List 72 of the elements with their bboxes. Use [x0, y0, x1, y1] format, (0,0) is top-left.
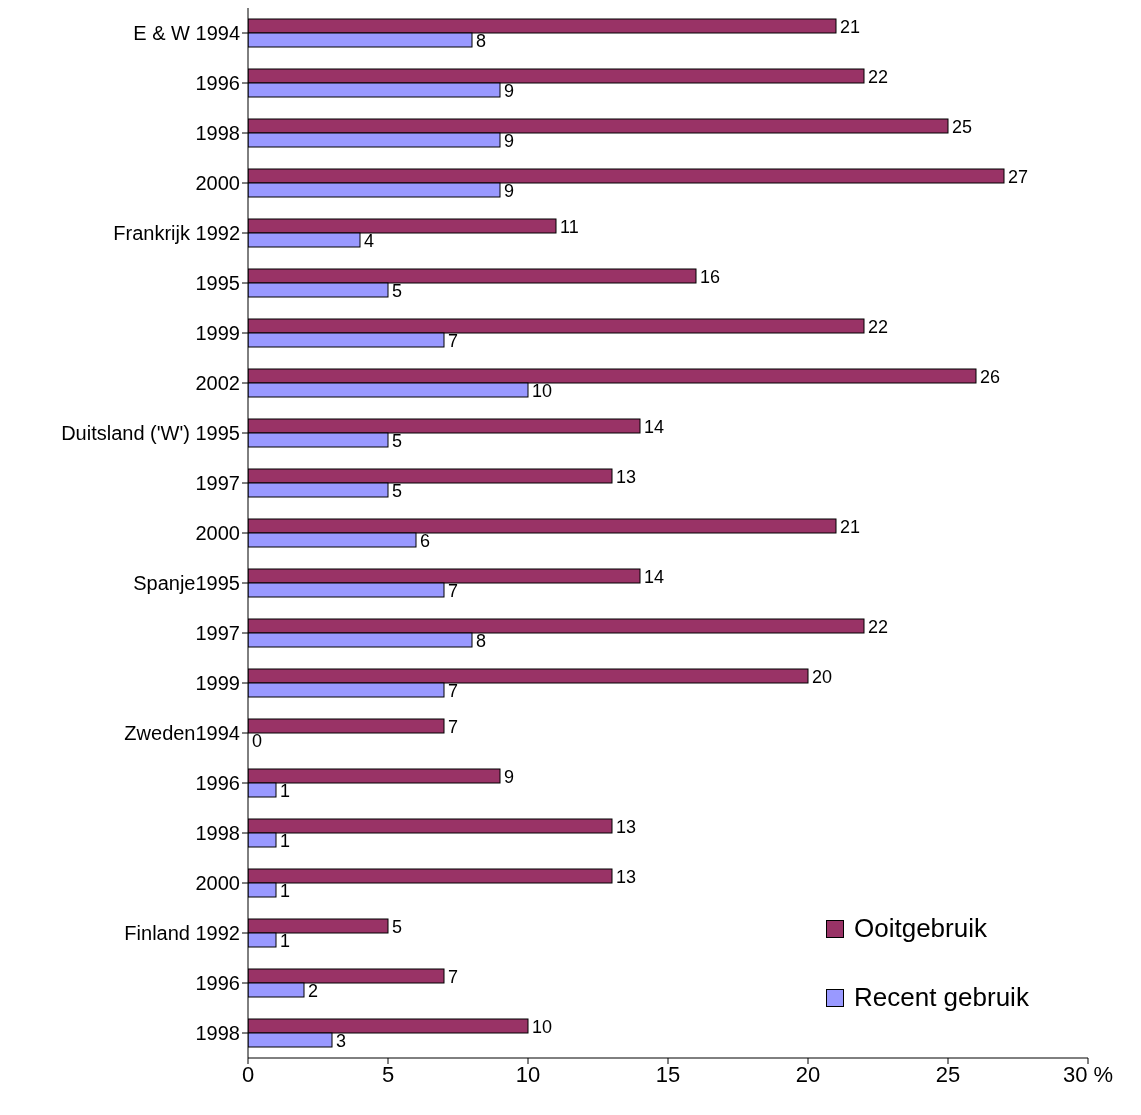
data-label: 4	[364, 231, 375, 251]
y-tick-label: E & W 1994	[133, 22, 240, 45]
y-tick-label: 1996	[195, 72, 240, 95]
data-label: 8	[476, 631, 487, 651]
y-tick-label: 1996	[195, 972, 240, 995]
data-label: 9	[504, 131, 515, 151]
data-label: 1	[280, 781, 291, 801]
data-label: 13	[616, 817, 637, 837]
y-tick-label: 1997	[195, 472, 240, 495]
y-tick-label: 1997	[195, 622, 240, 645]
y-tick-label: 2000	[195, 872, 240, 895]
x-tick-label: 25	[935, 1061, 961, 1087]
data-label: 21	[840, 517, 861, 537]
data-label: 1	[280, 881, 291, 901]
data-label: 7	[448, 717, 459, 737]
y-tick-label: 2002	[195, 372, 240, 395]
x-tick-label: 5	[381, 1061, 395, 1087]
data-label: 25	[952, 117, 973, 137]
y-tick-label: 1998	[195, 122, 240, 145]
data-label: 7	[448, 331, 459, 351]
data-label: 11	[560, 217, 579, 237]
data-label: 10	[532, 381, 553, 401]
data-label: 13	[616, 867, 637, 887]
data-label: 14	[644, 417, 665, 437]
data-label: 22	[868, 617, 889, 637]
y-tick-label: Duitsland ('W') 1995	[61, 422, 240, 445]
data-label: 16	[700, 267, 721, 287]
data-label: 21	[840, 17, 861, 37]
y-tick-label: 2000	[195, 522, 240, 545]
y-tick-label: 1999	[195, 322, 240, 345]
data-label: 2	[308, 981, 319, 1001]
y-tick-label: 2000	[195, 172, 240, 195]
data-label: 9	[504, 181, 515, 201]
y-tick-label: Zweden1994	[124, 722, 240, 745]
data-label: 9	[504, 767, 515, 787]
y-tick-label: Spanje1995	[133, 572, 240, 595]
y-tick-label: 1998	[195, 1022, 240, 1045]
x-tick-label: 30 %	[1062, 1061, 1114, 1087]
y-tick-label: 1995	[195, 272, 240, 295]
data-label: 8	[476, 31, 487, 51]
data-label: 9	[504, 81, 515, 101]
y-tick-label: 1998	[195, 822, 240, 845]
x-tick-label: 15	[655, 1061, 681, 1087]
legend-label: Ooitgebruik	[853, 913, 988, 944]
y-tick-label: 1999	[195, 672, 240, 695]
data-label: 20	[812, 667, 833, 687]
data-label: 13	[616, 467, 637, 487]
y-tick-label: Frankrijk 1992	[113, 222, 240, 245]
y-tick-label: Finland 1992	[124, 922, 240, 945]
legend-label: Recent gebruik	[853, 982, 1030, 1013]
x-tick-label: 10	[515, 1061, 541, 1087]
data-label: 6	[420, 531, 431, 551]
data-label: 7	[448, 681, 459, 701]
data-label: 26	[980, 367, 1001, 387]
data-label: 27	[1008, 167, 1029, 187]
data-label: 7	[448, 581, 459, 601]
data-label: 1	[280, 831, 291, 851]
data-label: 14	[644, 567, 665, 587]
x-tick-label: 0	[241, 1061, 255, 1087]
data-label: 5	[392, 431, 403, 451]
data-label: 5	[392, 281, 403, 301]
data-label: 5	[392, 481, 403, 501]
data-label: 5	[392, 917, 403, 937]
data-label: 22	[868, 317, 889, 337]
data-label: 10	[532, 1017, 553, 1037]
y-tick-label: 1996	[195, 772, 240, 795]
data-label: 0	[252, 731, 263, 751]
data-label: 7	[448, 967, 459, 987]
data-label: 3	[336, 1031, 347, 1051]
x-tick-label: 20	[795, 1061, 821, 1087]
data-label: 22	[868, 67, 889, 87]
data-label: 1	[280, 931, 291, 951]
